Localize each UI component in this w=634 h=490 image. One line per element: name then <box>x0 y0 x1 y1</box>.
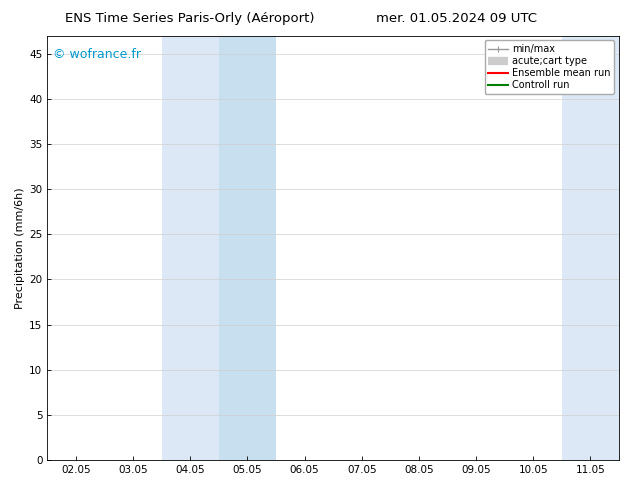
Bar <box>162 36 219 460</box>
Y-axis label: Precipitation (mm/6h): Precipitation (mm/6h) <box>15 187 25 309</box>
Text: mer. 01.05.2024 09 UTC: mer. 01.05.2024 09 UTC <box>376 12 537 25</box>
Text: © wofrance.fr: © wofrance.fr <box>53 49 141 61</box>
Bar <box>219 36 276 460</box>
Bar <box>562 36 619 460</box>
Legend: min/max, acute;cart type, Ensemble mean run, Controll run: min/max, acute;cart type, Ensemble mean … <box>484 41 614 94</box>
Text: ENS Time Series Paris-Orly (Aéroport): ENS Time Series Paris-Orly (Aéroport) <box>65 12 315 25</box>
